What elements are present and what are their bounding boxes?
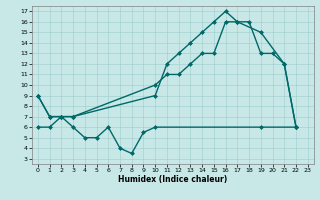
X-axis label: Humidex (Indice chaleur): Humidex (Indice chaleur) <box>118 175 228 184</box>
